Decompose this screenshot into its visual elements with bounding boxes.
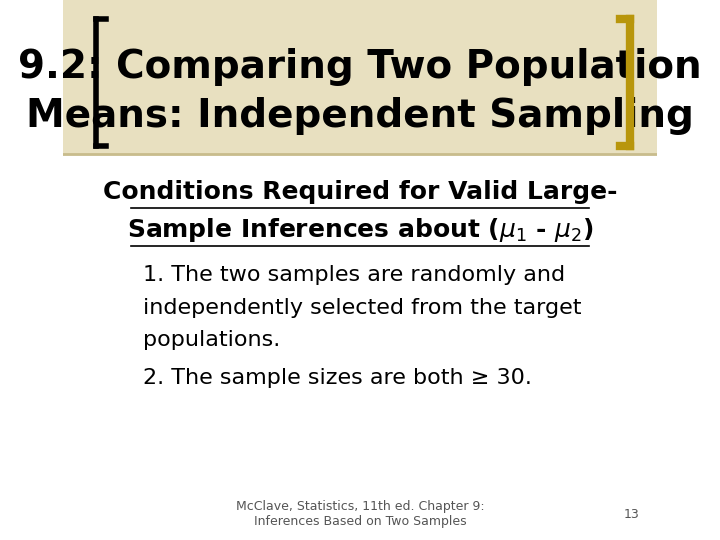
Text: independently selected from the target: independently selected from the target: [143, 298, 582, 318]
Text: 9.2: Comparing Two Population: 9.2: Comparing Two Population: [18, 49, 702, 86]
Bar: [63, 0, 657, 154]
Text: Conditions Required for Valid Large-: Conditions Required for Valid Large-: [103, 180, 617, 204]
Text: populations.: populations.: [143, 330, 280, 350]
Text: Inferences Based on Two Samples: Inferences Based on Two Samples: [253, 515, 467, 528]
Text: 2. The sample sizes are both ≥ 30.: 2. The sample sizes are both ≥ 30.: [143, 368, 532, 388]
Text: Means: Independent Sampling: Means: Independent Sampling: [26, 97, 694, 135]
Text: 1. The two samples are randomly and: 1. The two samples are randomly and: [143, 265, 565, 286]
Text: Sample Inferences about ($\mu_1$ - $\mu_2$): Sample Inferences about ($\mu_1$ - $\mu_…: [127, 215, 593, 244]
Text: 13: 13: [624, 508, 639, 521]
Text: McClave, Statistics, 11th ed. Chapter 9:: McClave, Statistics, 11th ed. Chapter 9:: [235, 500, 485, 513]
